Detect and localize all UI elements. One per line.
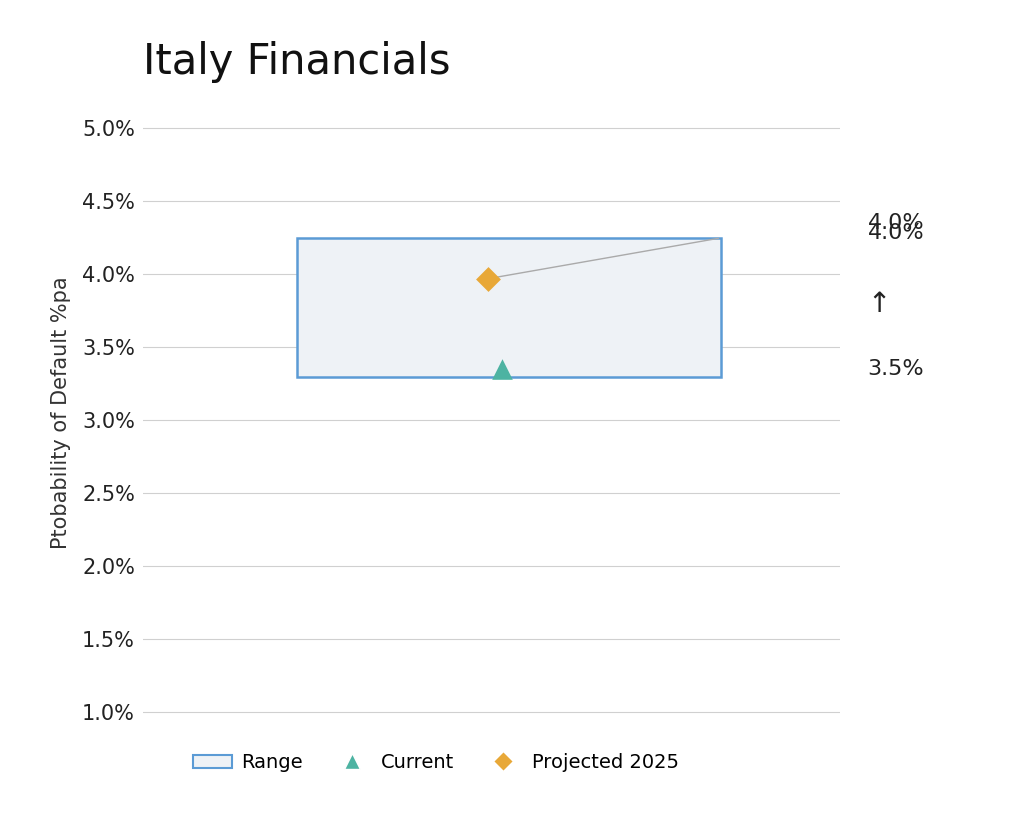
Text: Italy Financials: Italy Financials: [143, 41, 451, 83]
Legend: Range, Current, Projected 2025: Range, Current, Projected 2025: [185, 745, 687, 780]
Text: ↑: ↑: [867, 289, 891, 317]
Text: 3.5%: 3.5%: [867, 359, 924, 379]
Bar: [297, 238, 721, 377]
Text: 4.0%: 4.0%: [867, 213, 924, 234]
Text: 4.0%: 4.0%: [867, 223, 924, 244]
Point: [480, 272, 497, 285]
Y-axis label: Ptobability of Default %pa: Ptobability of Default %pa: [51, 277, 71, 549]
Point: [494, 363, 510, 376]
